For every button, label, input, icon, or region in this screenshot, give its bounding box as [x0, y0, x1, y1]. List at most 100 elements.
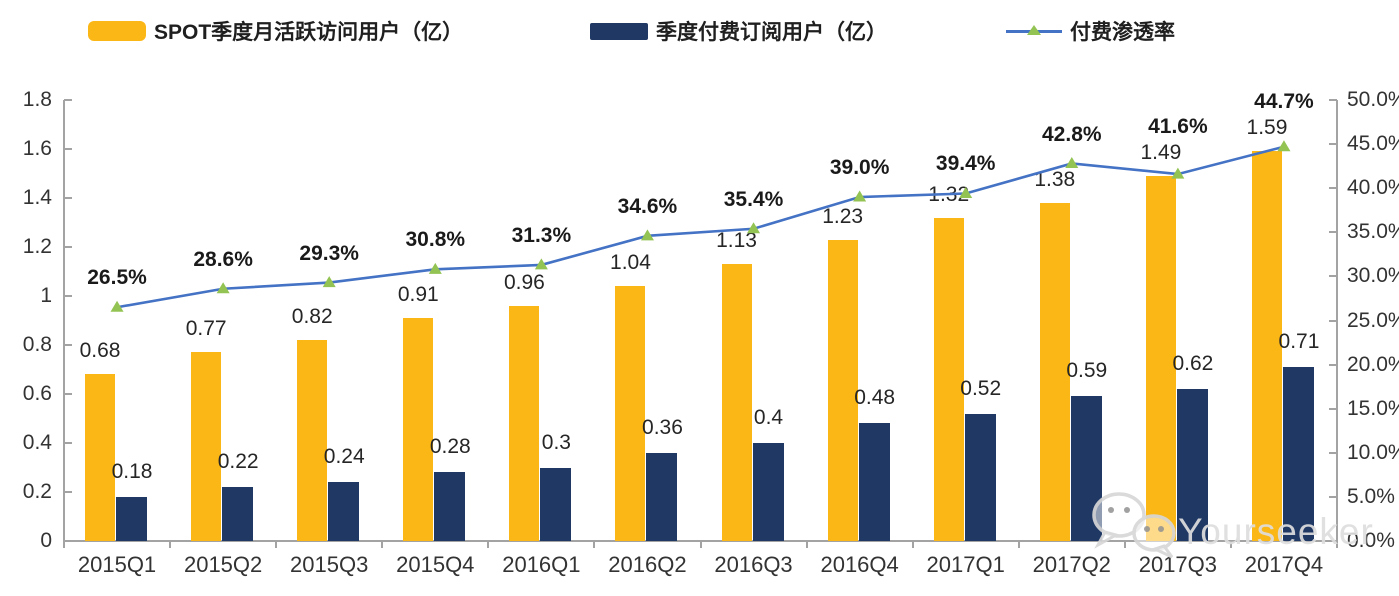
left-axis-tick-label: 1.2 [22, 235, 52, 258]
right-axis-tick [1329, 363, 1337, 366]
mau-bar-label: 0.68 [79, 339, 121, 363]
mau-bar [615, 286, 646, 541]
penetration-label: 30.8% [405, 228, 466, 252]
penetration-label: 42.8% [1042, 122, 1102, 146]
mau-legend-swatch [88, 21, 146, 41]
mau-bar-label: 1.32 [928, 182, 970, 206]
subscribers-bar [116, 496, 148, 541]
x-axis-tick [1123, 541, 1126, 548]
x-axis-tick [63, 541, 65, 548]
left-axis-tick [64, 491, 72, 493]
penetration-marker [534, 258, 548, 270]
right-axis-tick [1329, 275, 1337, 278]
left-axis-tick-label: 1 [40, 284, 52, 307]
x-axis-label: 2015Q2 [183, 552, 263, 577]
penetration-marker [1277, 140, 1291, 152]
x-axis-tick [487, 541, 490, 548]
x-axis-label: 2015Q1 [77, 552, 157, 577]
mau-bar-label: 0.77 [185, 317, 227, 341]
subscribers-legend-label: 季度付费订阅用户（亿） [656, 21, 887, 44]
legend-item-mau: SPOT季度月活跃访问用户（亿） [88, 16, 463, 46]
left-axis-tick-label: 1.8 [22, 88, 52, 111]
subscribers-bar [222, 487, 254, 541]
x-axis-label: 2017Q3 [1138, 552, 1218, 577]
subscribers-bar-label: 0.3 [541, 430, 571, 454]
left-axis-tick-label: 0.6 [22, 382, 52, 405]
penetration-legend-label: 付费渗透率 [1070, 21, 1175, 44]
right-axis-tick-label: 35.0% [1347, 220, 1399, 244]
penetration-label: 29.3% [299, 241, 359, 265]
mau-bar [403, 318, 434, 541]
left-axis-tick-label: 0.4 [22, 431, 52, 454]
subscribers-bar-label: 0.36 [642, 415, 683, 439]
x-axis-label: 2017Q1 [926, 552, 1005, 577]
subscribers-bar-label: 0.71 [1278, 330, 1320, 354]
right-axis-tick-label: 40.0% [1347, 176, 1399, 200]
x-axis-tick [381, 541, 384, 548]
mau-bar [85, 374, 116, 541]
x-axis-label: 2017Q4 [1244, 552, 1324, 577]
right-axis-tick [1329, 187, 1337, 190]
x-axis-tick [1336, 541, 1338, 548]
right-axis-tick [1329, 99, 1337, 101]
mau-bar-label: 1.49 [1140, 140, 1182, 164]
subscribers-bar-label: 0.22 [217, 450, 259, 474]
subscribers-bar-label: 0.4 [753, 406, 784, 429]
x-axis-tick [699, 541, 702, 548]
legend-item-subscribers: 季度付费订阅用户（亿） [590, 16, 887, 46]
right-axis-tick [1329, 407, 1337, 410]
right-axis-tick [1329, 540, 1337, 542]
right-axis-tick-label: 50.0% [1347, 88, 1399, 111]
right-axis-tick-label: 5.0% [1347, 484, 1395, 508]
subscribers-bar [540, 467, 572, 541]
right-axis-tick-label: 30.0% [1347, 264, 1399, 288]
mau-bar [191, 352, 222, 541]
subscribers-bar [434, 472, 466, 541]
subscribers-legend-swatch [590, 22, 648, 40]
left-axis-tick [64, 442, 72, 444]
x-axis-tick [593, 541, 596, 548]
mau-bar-label: 1.59 [1246, 116, 1288, 140]
x-axis-tick [1229, 541, 1232, 548]
left-axis-tick-label: 0 [40, 529, 52, 552]
penetration-label: 28.6% [193, 247, 253, 271]
x-axis-label: 2016Q3 [714, 552, 793, 577]
subscribers-bar [858, 423, 890, 541]
x-axis-label: 2015Q4 [396, 552, 475, 577]
penetration-marker [640, 229, 654, 241]
mau-bar-label: 1.23 [822, 204, 864, 228]
mau-bar-label: 1.13 [716, 229, 757, 253]
subscribers-bar [328, 482, 360, 541]
subscribers-bar [1176, 389, 1208, 541]
mau-bar-label: 0.91 [397, 283, 439, 307]
left-axis-tick-label: 1.6 [22, 137, 52, 160]
mau-bar-label: 1.38 [1034, 167, 1076, 191]
mau-bar-label: 0.96 [503, 270, 545, 294]
penetration-marker [428, 262, 442, 274]
subscribers-bar-label: 0.59 [1066, 359, 1108, 383]
subscribers-bar-label: 0.18 [111, 459, 153, 483]
x-axis-tick [805, 541, 808, 548]
left-axis-tick-label: 0.2 [22, 480, 52, 503]
subscribers-bar [1282, 367, 1314, 541]
penetration-label: 31.3% [511, 223, 572, 247]
subscribers-bar-label: 0.48 [854, 386, 896, 410]
left-axis-tick [64, 99, 72, 101]
left-axis-tick [64, 295, 72, 297]
legend-item-penetration: 付费渗透率 [1006, 16, 1175, 46]
subscribers-bar [752, 443, 784, 541]
subscribers-bar-label: 0.62 [1172, 352, 1214, 376]
right-axis-line [1336, 100, 1338, 542]
penetration-marker [1065, 157, 1079, 169]
x-axis-label: 2016Q4 [820, 552, 899, 577]
x-axis-label: 2015Q3 [290, 552, 369, 577]
right-axis-tick-label: 15.0% [1347, 396, 1399, 420]
x-axis-tick [169, 541, 172, 548]
watermark: Yourseeker [1085, 488, 1374, 562]
right-axis-tick [1329, 495, 1337, 498]
right-axis-tick-label: 10.0% [1347, 440, 1399, 464]
right-axis-tick [1329, 451, 1337, 454]
wechat-icon [1092, 492, 1176, 559]
penetration-label: 39.0% [829, 156, 890, 180]
subscribers-bar [646, 452, 678, 541]
